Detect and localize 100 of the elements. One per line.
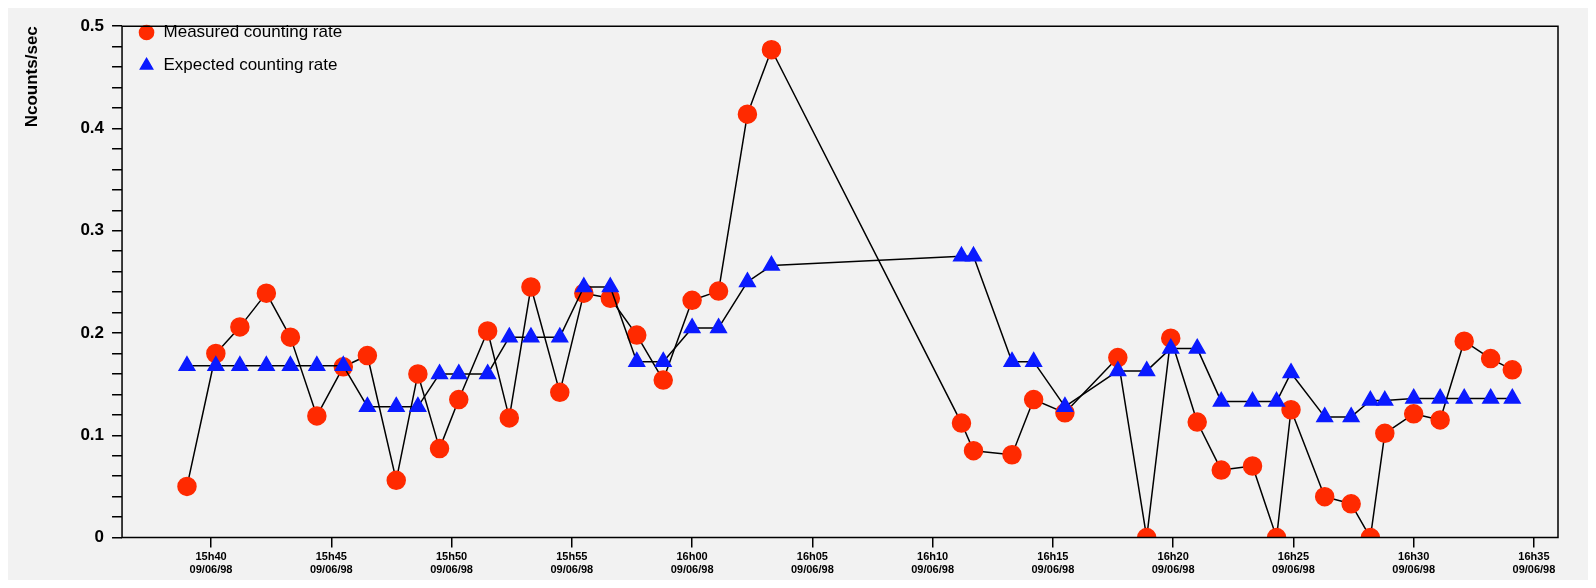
point bbox=[1025, 351, 1043, 367]
point bbox=[1211, 460, 1232, 480]
point bbox=[307, 406, 327, 426]
y-tick-label: 0.1 bbox=[80, 425, 105, 445]
point bbox=[1188, 338, 1206, 354]
point bbox=[682, 290, 702, 311]
point bbox=[178, 356, 196, 372]
x-tick-label: 16h00 09/06/98 bbox=[670, 550, 714, 576]
point bbox=[408, 364, 428, 384]
legend-label: Measured counting rate bbox=[163, 22, 343, 42]
point bbox=[1056, 396, 1074, 412]
point bbox=[964, 246, 983, 262]
point bbox=[357, 345, 378, 366]
point bbox=[1023, 389, 1044, 410]
x-tick-label: 16h30 09/06/98 bbox=[1392, 550, 1436, 576]
point bbox=[708, 281, 729, 301]
point bbox=[1108, 347, 1128, 368]
point bbox=[654, 351, 672, 367]
x-tick-label: 16h10 09/06/98 bbox=[911, 550, 955, 576]
point bbox=[1376, 390, 1394, 406]
point bbox=[762, 255, 781, 271]
point bbox=[575, 277, 593, 293]
point bbox=[177, 476, 197, 497]
y-tick-label: 0.5 bbox=[80, 15, 105, 35]
point bbox=[256, 283, 277, 303]
point bbox=[521, 277, 541, 297]
y-tick-label: 0.3 bbox=[80, 220, 105, 240]
x-tick-label: 16h20 09/06/98 bbox=[1151, 550, 1195, 576]
point bbox=[358, 396, 376, 412]
point bbox=[1341, 494, 1361, 514]
point bbox=[738, 272, 756, 288]
point bbox=[281, 356, 299, 372]
point bbox=[550, 382, 570, 403]
point bbox=[1480, 348, 1501, 369]
point bbox=[230, 317, 250, 337]
point bbox=[499, 408, 520, 428]
point bbox=[479, 364, 497, 380]
point bbox=[1403, 404, 1424, 424]
x-tick-label: 16h25 09/06/98 bbox=[1272, 550, 1315, 576]
point bbox=[1003, 351, 1021, 367]
x-tick-label: 16h05 09/06/98 bbox=[790, 550, 834, 576]
point bbox=[1268, 391, 1286, 407]
point bbox=[1375, 423, 1395, 444]
point bbox=[1243, 391, 1262, 407]
point bbox=[1314, 486, 1335, 507]
point bbox=[1212, 391, 1230, 407]
point bbox=[1454, 331, 1474, 351]
y-axis-title: Ncounts/sec bbox=[21, 26, 41, 128]
point bbox=[450, 364, 468, 380]
point bbox=[1502, 360, 1523, 380]
y-tick-label: 0 bbox=[94, 527, 105, 547]
y-tick-label: 0.2 bbox=[80, 322, 105, 342]
point bbox=[653, 370, 673, 390]
point bbox=[737, 104, 758, 124]
point bbox=[500, 327, 518, 343]
point bbox=[1281, 400, 1301, 420]
point bbox=[257, 356, 275, 372]
point bbox=[1138, 361, 1156, 377]
point bbox=[1455, 388, 1473, 404]
point bbox=[334, 356, 352, 372]
point bbox=[477, 321, 498, 341]
y-tick-label: 0.4 bbox=[80, 118, 105, 138]
point bbox=[1162, 338, 1180, 354]
point bbox=[308, 356, 326, 372]
point bbox=[280, 327, 301, 347]
point bbox=[207, 356, 225, 372]
point bbox=[1187, 412, 1207, 432]
point bbox=[1316, 407, 1334, 423]
point bbox=[429, 438, 450, 459]
point bbox=[1482, 388, 1500, 404]
point bbox=[710, 318, 728, 334]
point bbox=[1405, 388, 1423, 404]
point bbox=[761, 39, 782, 60]
point bbox=[551, 327, 569, 343]
point bbox=[386, 470, 406, 491]
x-tick-label: 16h15 09/06/98 bbox=[1031, 550, 1075, 576]
point bbox=[963, 440, 984, 461]
point bbox=[430, 364, 449, 380]
point bbox=[522, 327, 540, 343]
point bbox=[409, 396, 427, 412]
x-tick-label: 15h45 09/06/98 bbox=[309, 550, 353, 576]
point bbox=[449, 389, 469, 410]
x-tick-label: 16h35 09/06/98 bbox=[1512, 550, 1556, 576]
x-tick-label: 15h40 09/06/98 bbox=[189, 550, 233, 576]
point bbox=[1242, 456, 1263, 476]
x-tick-label: 15h55 09/06/98 bbox=[550, 550, 594, 576]
point bbox=[1109, 361, 1127, 377]
point bbox=[231, 356, 249, 372]
point bbox=[1430, 410, 1450, 430]
point bbox=[627, 325, 647, 345]
point bbox=[1002, 445, 1022, 465]
point bbox=[601, 277, 619, 293]
point bbox=[1361, 390, 1379, 406]
point bbox=[387, 396, 405, 412]
point bbox=[951, 413, 972, 433]
point bbox=[683, 318, 701, 334]
point bbox=[628, 351, 646, 367]
point bbox=[1431, 388, 1449, 404]
point bbox=[1503, 388, 1521, 404]
x-tick-label: 15h50 09/06/98 bbox=[430, 550, 473, 576]
